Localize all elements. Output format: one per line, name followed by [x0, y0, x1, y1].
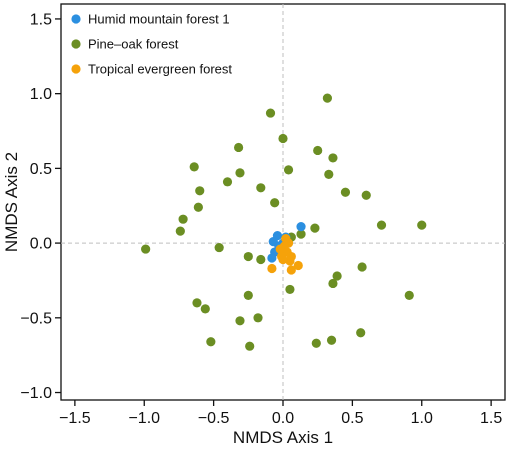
legend-marker-tropical-evergreen-forest: [71, 64, 81, 74]
point-pine-oak-forest: [270, 198, 280, 208]
legend-marker-humid-mountain-forest: [71, 14, 81, 24]
point-pine-oak-forest: [243, 290, 253, 300]
point-tropical-evergreen-forest: [286, 265, 296, 275]
y-axis-title: NMDS Axis 2: [2, 152, 21, 252]
y-tick-label: 1.5: [30, 11, 52, 28]
point-pine-oak-forest: [285, 284, 295, 295]
point-pine-oak-forest: [326, 335, 337, 345]
x-tick-label: −0.5: [198, 410, 230, 427]
point-pine-oak-forest: [235, 168, 245, 178]
point-pine-oak-forest: [356, 328, 366, 338]
point-pine-oak-forest: [404, 290, 414, 300]
point-tropical-evergreen-forest: [293, 260, 303, 271]
point-pine-oak-forest: [222, 177, 233, 187]
point-pine-oak-forest: [256, 183, 266, 193]
point-pine-oak-forest: [278, 133, 288, 144]
x-axis-ticks: −1.5 −1.0 −0.5 0.0 0.5 1.0 1.5: [59, 400, 502, 427]
point-pine-oak-forest: [245, 341, 255, 351]
point-pine-oak-forest: [310, 223, 320, 233]
y-axis-ticks: −1.0 −0.5 0.0 0.5 1.0 1.5: [20, 11, 61, 402]
point-pine-oak-forest: [253, 313, 263, 323]
point-pine-oak-forest: [193, 202, 203, 212]
point-pine-oak-forest: [214, 242, 224, 253]
x-tick-label: 1.0: [411, 410, 433, 427]
x-tick-label: −1.0: [128, 410, 160, 427]
point-pine-oak-forest: [265, 108, 276, 118]
y-tick-label: 0.0: [30, 236, 52, 253]
x-tick-label: 0.0: [272, 410, 294, 427]
point-pine-oak-forest: [141, 244, 151, 254]
point-pine-oak-forest: [243, 251, 253, 262]
y-tick-label: 1.0: [30, 86, 52, 103]
point-pine-oak-forest: [322, 93, 332, 103]
y-tick-label: 0.5: [30, 161, 52, 178]
point-pine-oak-forest: [313, 145, 323, 156]
point-pine-oak-forest: [189, 162, 199, 172]
point-pine-oak-forest: [361, 190, 371, 200]
point-pine-oak-forest: [256, 254, 266, 265]
legend-label-humid-mountain-forest: Humid mountain forest 1: [88, 12, 230, 27]
point-pine-oak-forest: [175, 226, 185, 236]
x-tick-label: 1.5: [480, 410, 502, 427]
point-pine-oak-forest: [296, 229, 306, 239]
legend-marker-pine-oak-forest: [71, 39, 81, 49]
point-tropical-evergreen-forest: [275, 244, 285, 254]
legend-label-pine-oak-forest: Pine–oak forest: [88, 37, 179, 52]
point-tropical-evergreen-forest: [267, 263, 277, 274]
data-points: [141, 93, 427, 351]
point-pine-oak-forest: [376, 220, 387, 230]
legend-label-tropical-evergreen-forest: Tropical evergreen forest: [88, 62, 232, 77]
point-pine-oak-forest: [328, 278, 338, 289]
point-pine-oak-forest: [357, 262, 367, 272]
point-humid-mountain-forest-1: [296, 222, 306, 232]
point-pine-oak-forest: [311, 338, 321, 348]
y-tick-label: −1.0: [20, 385, 52, 402]
point-humid-mountain-forest-1: [267, 253, 277, 263]
point-pine-oak-forest: [235, 316, 245, 326]
point-pine-oak-forest: [417, 220, 427, 230]
point-pine-oak-forest: [192, 298, 202, 308]
point-pine-oak-forest: [178, 214, 188, 224]
point-pine-oak-forest: [234, 142, 244, 153]
x-axis-title: NMDS Axis 1: [233, 428, 333, 447]
point-pine-oak-forest: [206, 337, 216, 347]
y-tick-label: −0.5: [20, 310, 52, 327]
point-pine-oak-forest: [200, 304, 210, 314]
point-pine-oak-forest: [283, 165, 294, 175]
point-tropical-evergreen-forest: [278, 254, 288, 265]
legend: Humid mountain forest 1 Pine–oak forest …: [71, 12, 232, 77]
point-pine-oak-forest: [340, 187, 351, 197]
point-pine-oak-forest: [328, 153, 338, 163]
point-pine-oak-forest: [324, 169, 334, 179]
point-tropical-evergreen-forest: [285, 256, 295, 266]
x-tick-label: −1.5: [59, 410, 91, 427]
point-pine-oak-forest: [332, 271, 342, 281]
x-tick-label: 0.5: [341, 410, 363, 427]
point-pine-oak-forest: [195, 186, 205, 196]
